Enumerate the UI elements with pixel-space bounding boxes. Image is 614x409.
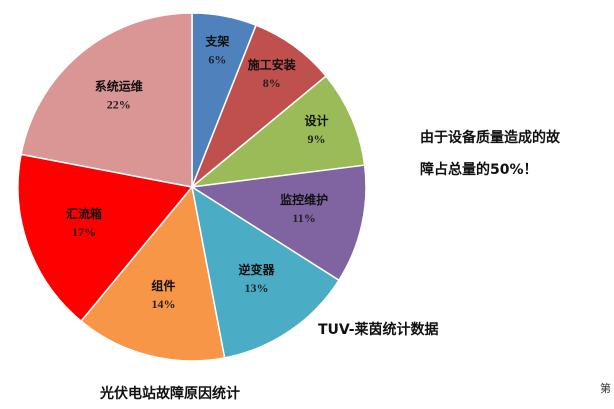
- pie-slice: [80, 185, 226, 362]
- pie-slice: [189, 164, 367, 282]
- annotation: TUV-莱茵统计数据: [318, 321, 439, 338]
- value-label: 14%: [151, 297, 175, 311]
- annotation: 由于设备质量造成的故: [420, 129, 561, 146]
- value-label: 11%: [292, 211, 315, 225]
- value-label: 6%: [208, 53, 226, 67]
- value-label: 9%: [308, 132, 326, 146]
- slice-label: 汇流箱: [66, 206, 102, 221]
- pie-slice: [20, 12, 193, 188]
- slice-label: 组件: [151, 278, 175, 293]
- slice-label: 施工安装: [248, 57, 296, 72]
- chart-title: 光伏电站故障原因统计: [99, 385, 240, 402]
- slice-label: 设计: [305, 113, 329, 128]
- value-label: 13%: [245, 281, 269, 295]
- annotation: 障占总量的50%！: [420, 161, 538, 178]
- value-label: 22%: [107, 98, 131, 112]
- annotation: 第: [600, 381, 611, 395]
- pie-slice: [190, 185, 340, 359]
- slice-label: 系统运维: [95, 79, 143, 94]
- pie-slice: [17, 153, 194, 323]
- value-label: 8%: [263, 76, 281, 90]
- slice-label: 监控维护: [280, 192, 328, 207]
- value-label: 17%: [72, 225, 96, 239]
- pie-slice: [189, 75, 366, 189]
- slice-label: 逆变器: [239, 262, 276, 277]
- slice-label: 支架: [204, 34, 229, 49]
